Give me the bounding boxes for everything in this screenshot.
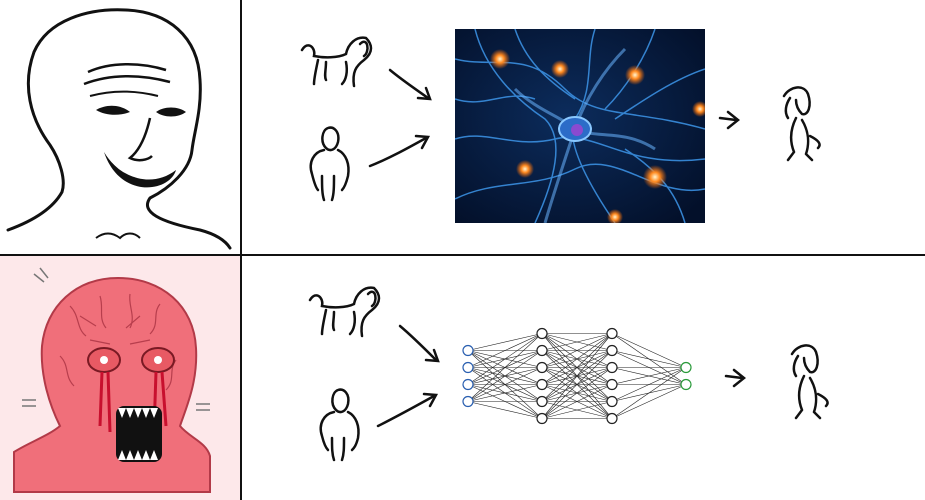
nn-connection <box>611 367 687 402</box>
nn-hidden-node <box>536 412 548 425</box>
nn-hidden-node <box>606 412 618 425</box>
nn-hidden-node <box>536 395 548 408</box>
nn-hidden-node <box>536 344 548 357</box>
nn-input-node <box>462 395 474 408</box>
nn-connection <box>541 367 613 419</box>
biological-brain-row <box>242 0 925 254</box>
neuron-photo <box>455 29 705 223</box>
nn-connection <box>541 333 613 385</box>
nn-input-node <box>462 378 474 391</box>
nn-connection <box>611 367 687 419</box>
arrow-icon <box>724 368 747 388</box>
human-doodle-icon <box>319 388 360 462</box>
smiling-wojak-face <box>0 0 240 254</box>
arrow-icon <box>376 392 439 428</box>
nn-connection <box>467 401 543 419</box>
nn-connection <box>467 333 543 402</box>
horizontal-divider <box>0 254 925 256</box>
nn-connection <box>541 333 613 419</box>
arrow-icon <box>398 324 440 363</box>
nn-hidden-node <box>606 344 618 357</box>
dog-doodle-icon <box>308 286 381 338</box>
dog-doodle-icon <box>300 36 373 88</box>
nn-connection <box>611 384 687 419</box>
nn-hidden-node <box>606 378 618 391</box>
nn-connection <box>467 333 543 385</box>
nn-input-node <box>462 361 474 374</box>
nn-connection <box>467 333 543 368</box>
nn-connection <box>611 367 687 385</box>
human-doodle-icon <box>309 126 350 202</box>
nn-connection <box>541 333 613 351</box>
nn-connection <box>467 333 543 351</box>
nn-hidden-node <box>536 327 548 340</box>
nn-connection <box>467 350 543 402</box>
arrow-icon <box>718 110 741 130</box>
nn-connection <box>541 333 613 402</box>
nn-connection <box>467 384 543 402</box>
vertical-divider <box>240 0 242 500</box>
nn-connection <box>541 384 613 419</box>
nn-hidden-node <box>606 395 618 408</box>
dog-human-hybrid-icon <box>790 344 829 420</box>
nn-connection <box>611 350 687 368</box>
nn-input-node <box>462 344 474 357</box>
nn-connection <box>541 350 613 419</box>
nn-hidden-node <box>606 327 618 340</box>
dog-human-hybrid-icon <box>782 86 821 162</box>
enraged-wojak-face <box>0 256 240 500</box>
nn-connection <box>611 333 687 368</box>
neural-network-diagram <box>462 326 692 426</box>
artificial-network-row <box>242 256 925 500</box>
nn-connection <box>541 333 613 368</box>
arrow-icon <box>388 68 432 101</box>
nn-output-node <box>680 361 692 374</box>
nn-connection <box>541 401 613 419</box>
nn-hidden-node <box>536 378 548 391</box>
nn-hidden-node <box>536 361 548 374</box>
nn-connection <box>467 367 543 402</box>
arrow-icon <box>368 134 431 168</box>
nn-hidden-node <box>606 361 618 374</box>
nn-output-node <box>680 378 692 391</box>
